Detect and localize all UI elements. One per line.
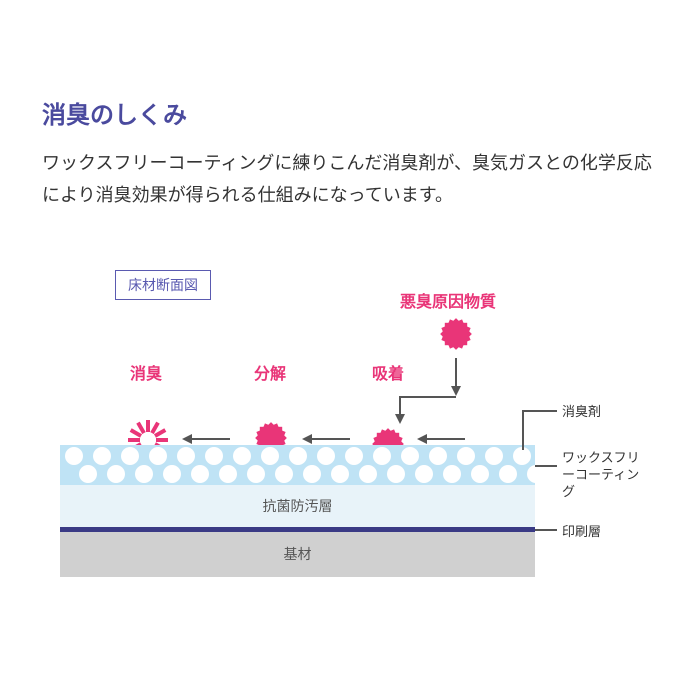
leader-print-h xyxy=(535,529,557,531)
layer-antibacterial: 抗菌防汚層 xyxy=(60,485,535,527)
layer-base: 基材 xyxy=(60,532,535,577)
arrow-left-3-icon xyxy=(425,438,465,440)
description-text: ワックスフリーコーティングに練りこんだ消臭剤が、臭気ガスとの化学反応により消臭効… xyxy=(42,148,652,211)
process-label-deodorize: 消臭 xyxy=(130,360,162,384)
cross-section-diagram: 床材断面図 悪臭原因物質 消臭 分解 吸着 xyxy=(60,270,650,620)
odor-source-label: 悪臭原因物質 xyxy=(400,288,496,312)
arrow-left-1-icon xyxy=(190,438,230,440)
arrow-left-2-icon xyxy=(310,438,350,440)
arrow-down-icon xyxy=(455,358,457,388)
side-label-print: 印刷層 xyxy=(562,521,601,540)
leader-deodorant-v xyxy=(522,410,524,450)
diagram-section-label: 床材断面図 xyxy=(115,270,211,300)
page-title: 消臭のしくみ xyxy=(42,95,187,130)
process-label-decompose: 分解 xyxy=(254,360,286,384)
side-label-deodorant: 消臭剤 xyxy=(562,401,601,420)
arrow-down-to-adsorb-icon xyxy=(399,396,401,416)
layer-coating xyxy=(60,445,535,485)
arrow-corner-horizontal xyxy=(400,396,456,398)
side-label-coating: ワックスフリーコーティング xyxy=(562,450,650,501)
leader-deodorant-h xyxy=(522,410,557,412)
odor-source-icon xyxy=(440,318,472,350)
process-label-adsorb: 吸着 xyxy=(372,360,404,384)
leader-coating-h xyxy=(535,465,557,467)
